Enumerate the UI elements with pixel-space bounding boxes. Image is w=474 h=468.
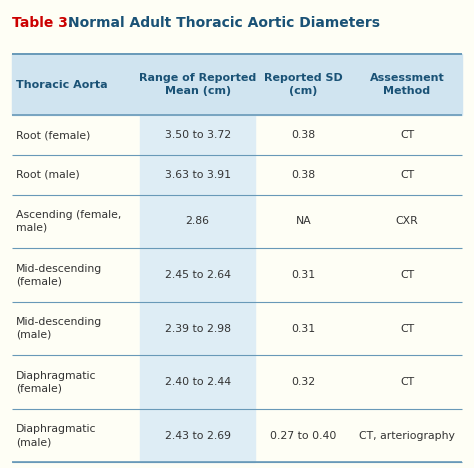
- Text: NA: NA: [296, 216, 311, 227]
- Text: 2.45 to 2.64: 2.45 to 2.64: [164, 270, 230, 280]
- Text: 2.86: 2.86: [186, 216, 210, 227]
- Text: 0.32: 0.32: [292, 377, 316, 387]
- Bar: [140, 54, 255, 462]
- Text: 0.31: 0.31: [292, 270, 316, 280]
- Text: 2.39 to 2.98: 2.39 to 2.98: [164, 323, 230, 334]
- Bar: [12, 54, 462, 115]
- Text: Root (male): Root (male): [16, 170, 79, 180]
- Text: Assessment
Method: Assessment Method: [370, 73, 444, 96]
- Text: Mid-descending
(female): Mid-descending (female): [16, 263, 102, 286]
- Text: 0.38: 0.38: [292, 170, 316, 180]
- Text: 0.38: 0.38: [292, 130, 316, 140]
- Text: 0.31: 0.31: [292, 323, 316, 334]
- Text: Thoracic Aorta: Thoracic Aorta: [16, 80, 107, 89]
- Text: 2.40 to 2.44: 2.40 to 2.44: [164, 377, 231, 387]
- Text: Ascending (female,
male): Ascending (female, male): [16, 210, 121, 233]
- Text: CT, arteriography: CT, arteriography: [359, 431, 455, 440]
- Text: CT: CT: [400, 323, 414, 334]
- Text: 3.50 to 3.72: 3.50 to 3.72: [164, 130, 231, 140]
- Text: Normal Adult Thoracic Aortic Diameters: Normal Adult Thoracic Aortic Diameters: [68, 16, 380, 30]
- Text: CT: CT: [400, 377, 414, 387]
- Text: Range of Reported
Mean (cm): Range of Reported Mean (cm): [139, 73, 256, 96]
- Text: Table 3.: Table 3.: [12, 16, 78, 30]
- Text: Mid-descending
(male): Mid-descending (male): [16, 317, 102, 340]
- Text: CT: CT: [400, 170, 414, 180]
- Text: CT: CT: [400, 130, 414, 140]
- Text: CXR: CXR: [396, 216, 419, 227]
- Text: 2.43 to 2.69: 2.43 to 2.69: [164, 431, 230, 440]
- Text: 3.63 to 3.91: 3.63 to 3.91: [164, 170, 230, 180]
- Text: CT: CT: [400, 270, 414, 280]
- Text: Diaphragmatic
(female): Diaphragmatic (female): [16, 371, 96, 394]
- Text: Reported SD
(cm): Reported SD (cm): [264, 73, 343, 96]
- Text: Diaphragmatic
(male): Diaphragmatic (male): [16, 424, 96, 447]
- Text: Root (female): Root (female): [16, 130, 90, 140]
- Text: 0.27 to 0.40: 0.27 to 0.40: [270, 431, 337, 440]
